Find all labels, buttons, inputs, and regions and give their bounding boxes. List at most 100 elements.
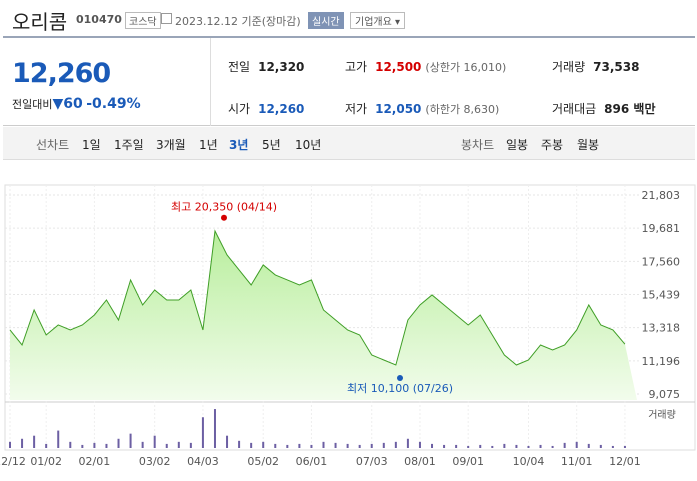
volume-bar [274,443,277,448]
tab[interactable]: 주봉 [541,138,564,152]
volume-bar [479,444,482,448]
tab[interactable]: 1일 [82,138,101,152]
x-tick-label: 10/04 [513,455,545,468]
y-tick-label: 15,439 [642,289,681,302]
cell-value: 896 백만 [604,102,656,116]
y-tick-label: 21,803 [642,189,681,202]
date: 2023.12.12 기준(장마감) [175,13,301,29]
volume-bar [45,443,48,448]
quote-cell: 거래대금 896 백만 [552,100,655,117]
volume-bar [563,442,566,448]
x-tick-label: 04/03 [187,455,219,468]
volume-bar [238,440,241,448]
tab[interactable]: 일봉 [506,138,529,152]
volume-bar [189,442,192,448]
quote-cell: 고가 12,500 (상한가 16,010) [345,58,506,75]
cell-label: 거래량 [552,60,586,74]
down-arrow: ▼ [52,96,64,112]
x-tick-label: 08/01 [404,455,436,468]
plot-frame [4,184,696,451]
tab[interactable]: 1주일 [114,138,144,152]
volume-bar [33,435,36,448]
volume-bar [394,441,397,448]
volume-bar [9,441,11,448]
basis: 기준(장마감) [241,15,301,28]
volume-bar [599,444,602,448]
cell-label: 시가 [228,102,251,116]
x-tick-label: 09/01 [452,455,484,468]
price-area [10,231,637,400]
price-box: 12,260 전일대비▼60 -0.49% [3,38,211,126]
volume-bar [515,444,518,448]
volume-bar [177,441,180,448]
legend-entry: 거래량 [648,409,676,421]
volume-bar [81,444,84,448]
volume-bar [623,445,626,448]
volume-bar [527,445,530,448]
y-tick-label: 19,681 [642,222,681,235]
volume-bar [334,442,337,448]
x-tick-label: 05/02 [247,455,279,468]
volume-bar [611,445,614,448]
change-label: 전일대비 [12,98,53,111]
x-tick-label: 07/03 [356,455,388,468]
volume-bar [286,444,289,448]
volume-bar [503,443,506,448]
quote-cell: 전일 12,320 [228,58,304,75]
tab-label: 선차트 [36,138,70,152]
cell-value: 12,320 [258,60,305,74]
period-tabs: 선차트 1일 1주일 3개월 1년 3년 5년 10년 봉차트 일봉 주봉 월봉 [3,127,695,160]
volume-bar [491,445,494,448]
price-line [9,229,626,366]
cell-note: (하한가 8,630) [425,103,500,116]
volume-bar [298,443,301,448]
volume-bar [310,444,313,448]
cell-label: 전일 [228,60,251,74]
x-tick-label: 12/12 [0,455,26,468]
company-text[interactable]: 기업개요 [355,17,392,28]
volume-bar [213,409,216,448]
tab[interactable]: 10년 [295,138,322,152]
volume-bar [141,441,144,448]
x-tick-label: 03/02 [139,455,171,468]
volume-bar [129,433,132,448]
tab[interactable]: 3개월 [156,138,186,152]
volume-bar [153,435,156,448]
volume-bar [226,435,229,448]
volume-bar [539,444,542,448]
y-tick-label: 11,196 [642,355,681,368]
tab[interactable]: 3년 [229,138,249,152]
volume-bar [358,444,361,448]
tab[interactable]: 5년 [262,138,281,152]
quote-cell: 거래량 73,538 [552,58,639,75]
company-button[interactable]: 기업개요 ▾ [350,12,406,29]
volume-bar [117,438,120,448]
date-text: 2023.12.12 [175,15,238,28]
cell-label: 저가 [345,102,368,116]
tab[interactable]: 1년 [199,138,218,152]
stock-code: 010470 [76,13,122,26]
volume-bar [165,443,168,448]
x-tick-label: 06/01 [296,455,328,468]
volume-bar [250,442,253,448]
quote-panel: 12,260 전일대비▼60 -0.49% 전일 12,320 고가 12,500 (상… [3,36,695,126]
y-tick-label: 9,075 [649,388,681,401]
volume-bar [201,417,204,448]
header: 오리콤 010470 코스닥 2023.12.12 기준(장마감) 실시간 기업… [0,0,697,36]
volume-bar [262,441,265,448]
change-value: 60 [63,96,83,112]
tab-label: 봉차트 [461,138,495,152]
cell-value: 73,538 [593,60,640,74]
y-tick-label: 17,560 [642,255,681,268]
tab[interactable]: 월봉 [577,138,600,152]
x-tick-label: 01/02 [30,455,62,468]
volume-bar [93,442,96,448]
calendar-icon [161,13,172,24]
realtime-button[interactable]: 실시간 [308,12,344,29]
volume-bar [455,444,458,448]
volume-bar [467,445,470,448]
volume-bar [57,430,60,448]
volume-bar [346,443,349,448]
annotation-marker [397,374,403,381]
